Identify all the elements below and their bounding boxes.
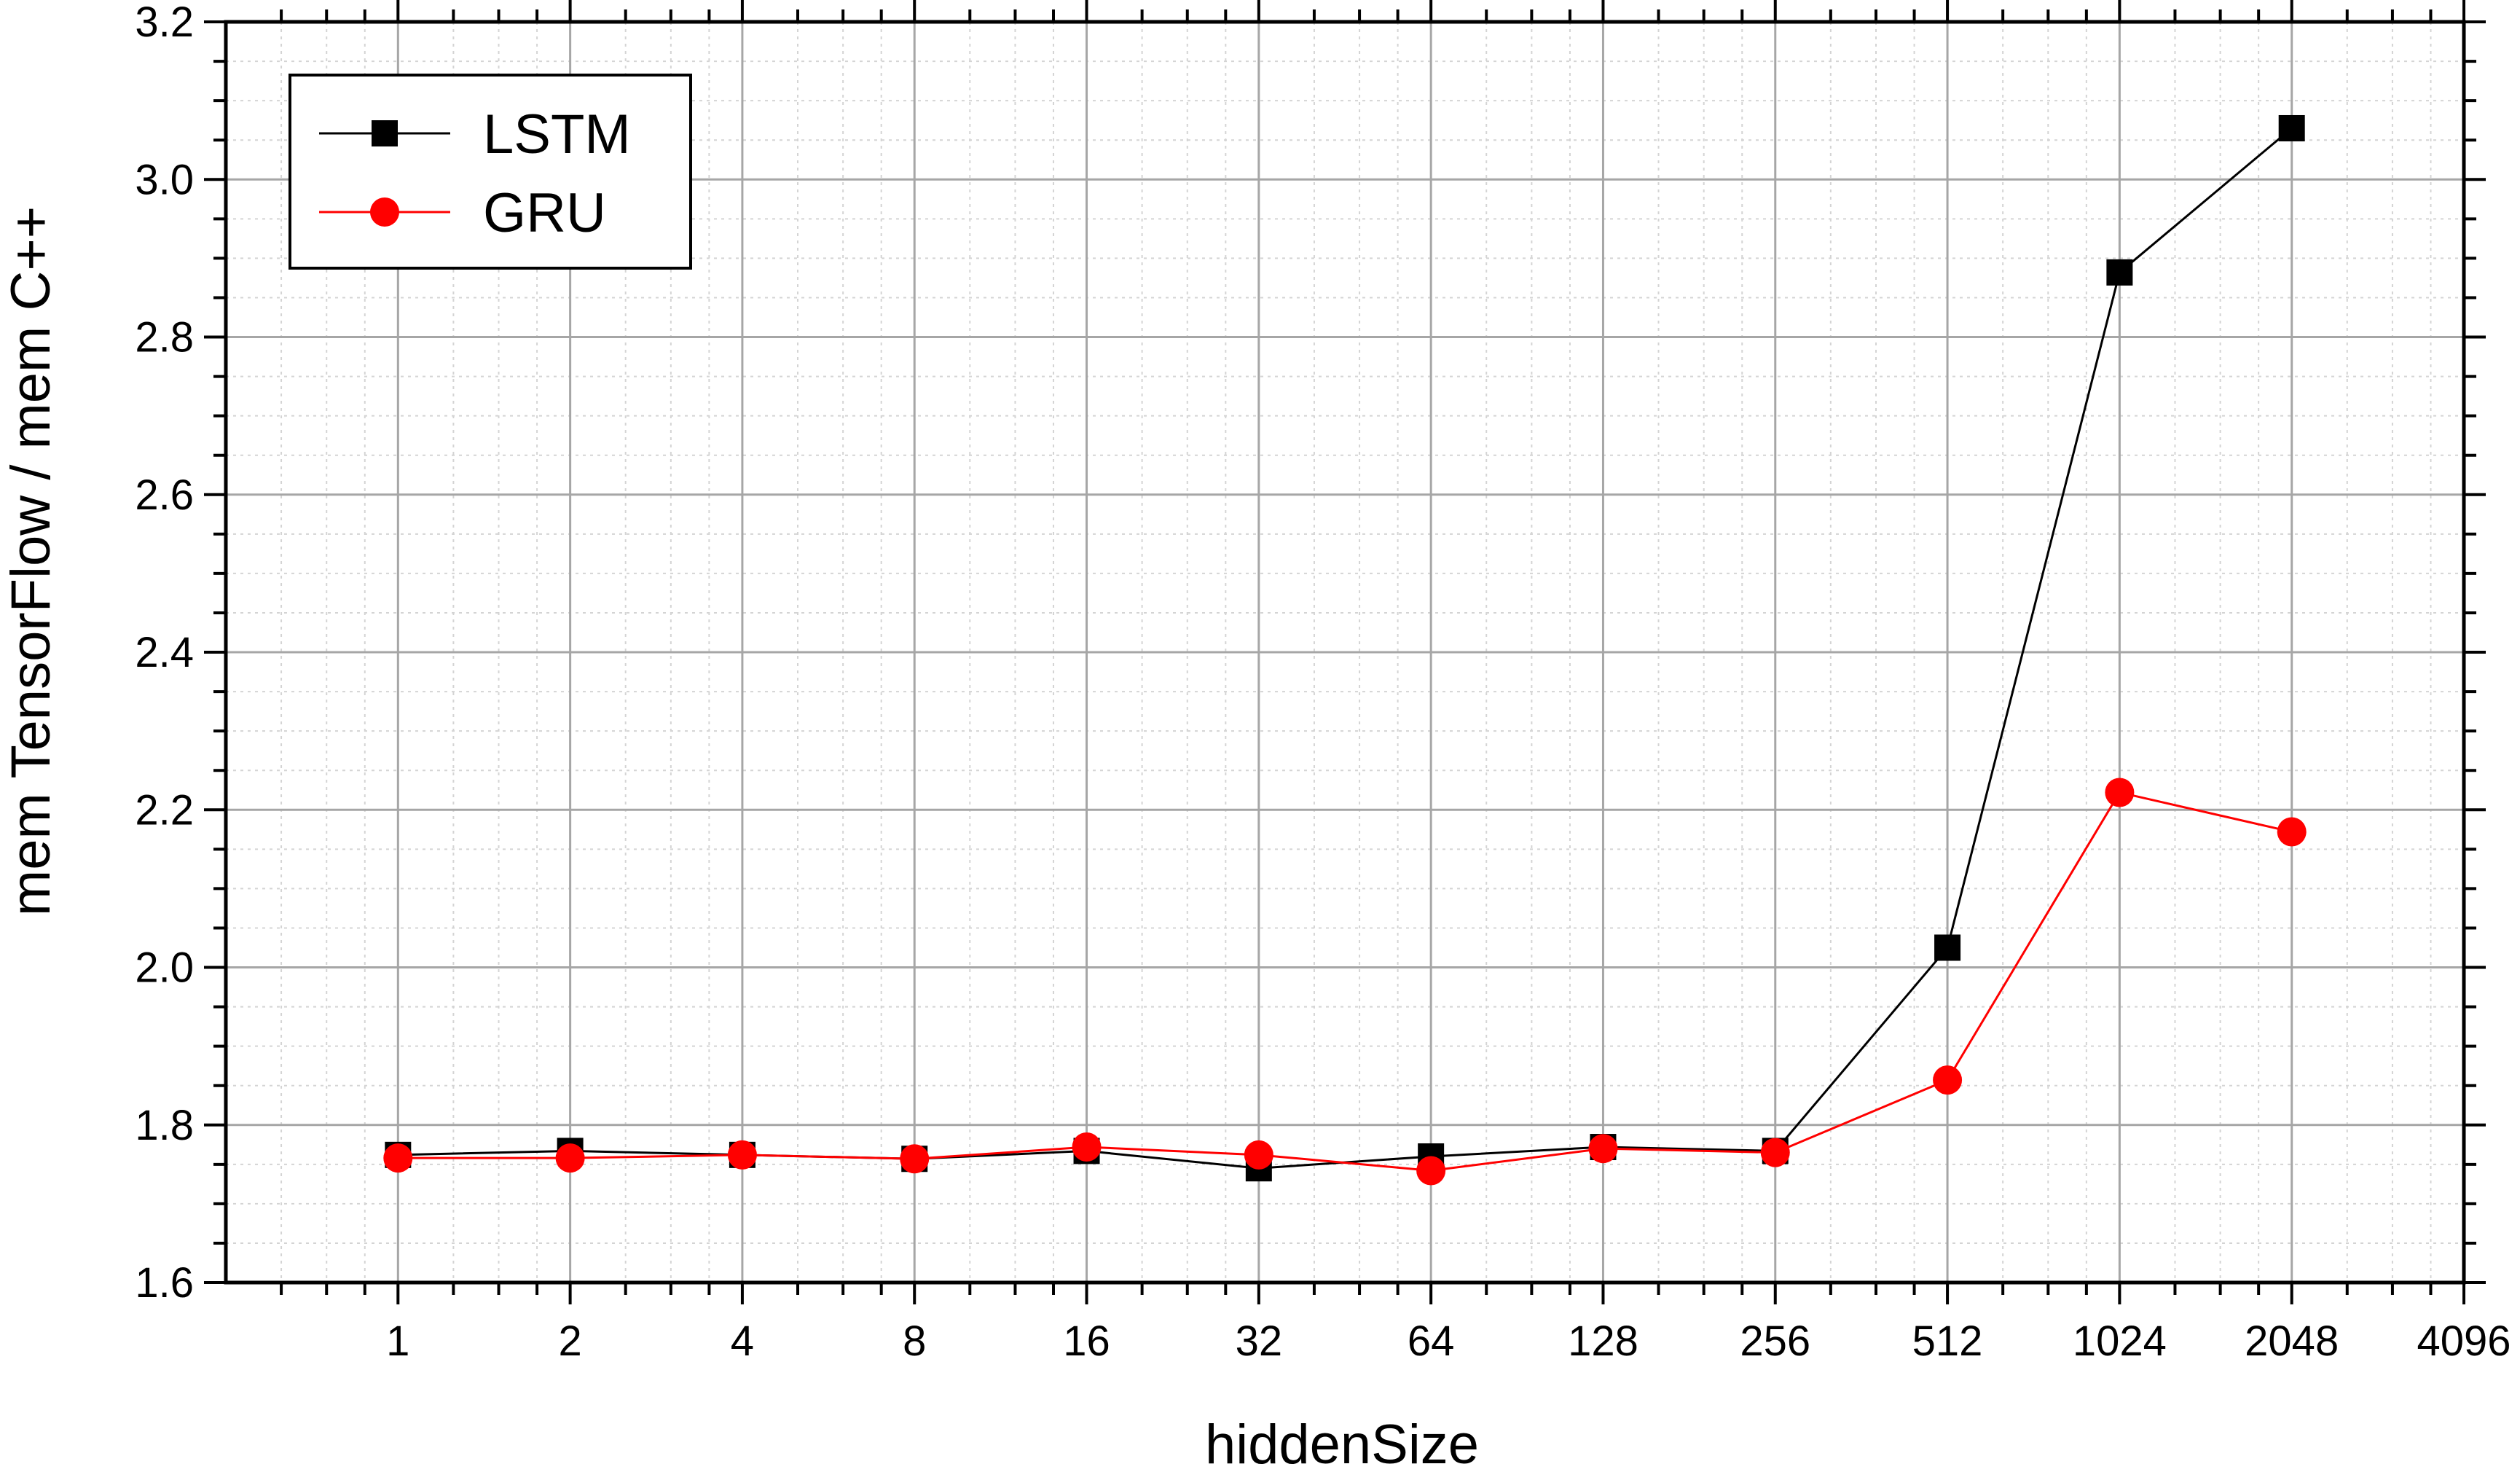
legend: LSTM GRU	[288, 74, 692, 270]
x-tick-label: 4	[731, 1318, 754, 1365]
legend-gru-label: GRU	[483, 182, 606, 244]
gru-point	[1760, 1138, 1790, 1167]
lstm-point	[2278, 114, 2305, 141]
x-tick-label: 256	[1740, 1318, 1810, 1365]
gru-point	[1072, 1132, 1102, 1162]
x-axis-title: hiddenSize	[1205, 1414, 1479, 1472]
gru-point	[1588, 1134, 1618, 1164]
x-tick-label: 16	[1063, 1318, 1110, 1365]
gru-point	[2277, 817, 2307, 847]
lstm-point	[1934, 934, 1961, 961]
legend-box	[288, 74, 692, 270]
gru-point	[555, 1143, 585, 1173]
gru-point	[383, 1143, 413, 1173]
y-tick-label: 2.8	[135, 314, 194, 361]
lstm-point	[2106, 259, 2133, 286]
axes: 1.6 1.8 2.0 2.2 2.4 2.6 2.8 3.0 3.2 1 2 4 8 16 32 64 128…	[135, 0, 2511, 1365]
x-tick-label: 2048	[2245, 1318, 2339, 1365]
x-tick-label: 512	[1912, 1318, 1983, 1365]
gru-point	[1244, 1140, 1273, 1170]
y-tick-label: 1.8	[135, 1102, 194, 1149]
x-tick-label: 2	[558, 1318, 581, 1365]
x-tick-label: 4096	[2417, 1318, 2511, 1365]
x-tick-label: 1	[386, 1318, 409, 1365]
y-tick-label: 2.0	[135, 944, 194, 992]
y-tick-label: 1.6	[135, 1259, 194, 1307]
gru-line	[398, 791, 2293, 1172]
x-tick-label: 32	[1236, 1318, 1283, 1365]
series-layer	[383, 114, 2307, 1186]
x-tick-label: 128	[1568, 1318, 1638, 1365]
y-tick-label: 3.0	[135, 156, 194, 203]
gru-point	[2105, 778, 2135, 807]
x-tick-label: 64	[1408, 1318, 1455, 1365]
y-tick-label: 2.4	[135, 629, 194, 676]
y-tick-label: 2.2	[135, 786, 194, 834]
gru-point	[1416, 1156, 1446, 1186]
y-axis-title: mem TensorFlow / mem C++	[0, 206, 62, 916]
legend-gru-marker	[370, 197, 399, 227]
x-tick-label: 1024	[2073, 1318, 2167, 1365]
legend-lstm-label: LSTM	[483, 103, 631, 165]
gru-point	[727, 1140, 757, 1170]
y-tick-label: 2.6	[135, 471, 194, 519]
x-tick-label: 8	[903, 1318, 926, 1365]
legend-lstm-marker	[372, 120, 398, 146]
y-tick-label: 3.2	[135, 0, 194, 46]
gru-point	[1933, 1065, 1963, 1095]
lstm-line	[398, 127, 2293, 1170]
gru-point	[900, 1144, 930, 1174]
